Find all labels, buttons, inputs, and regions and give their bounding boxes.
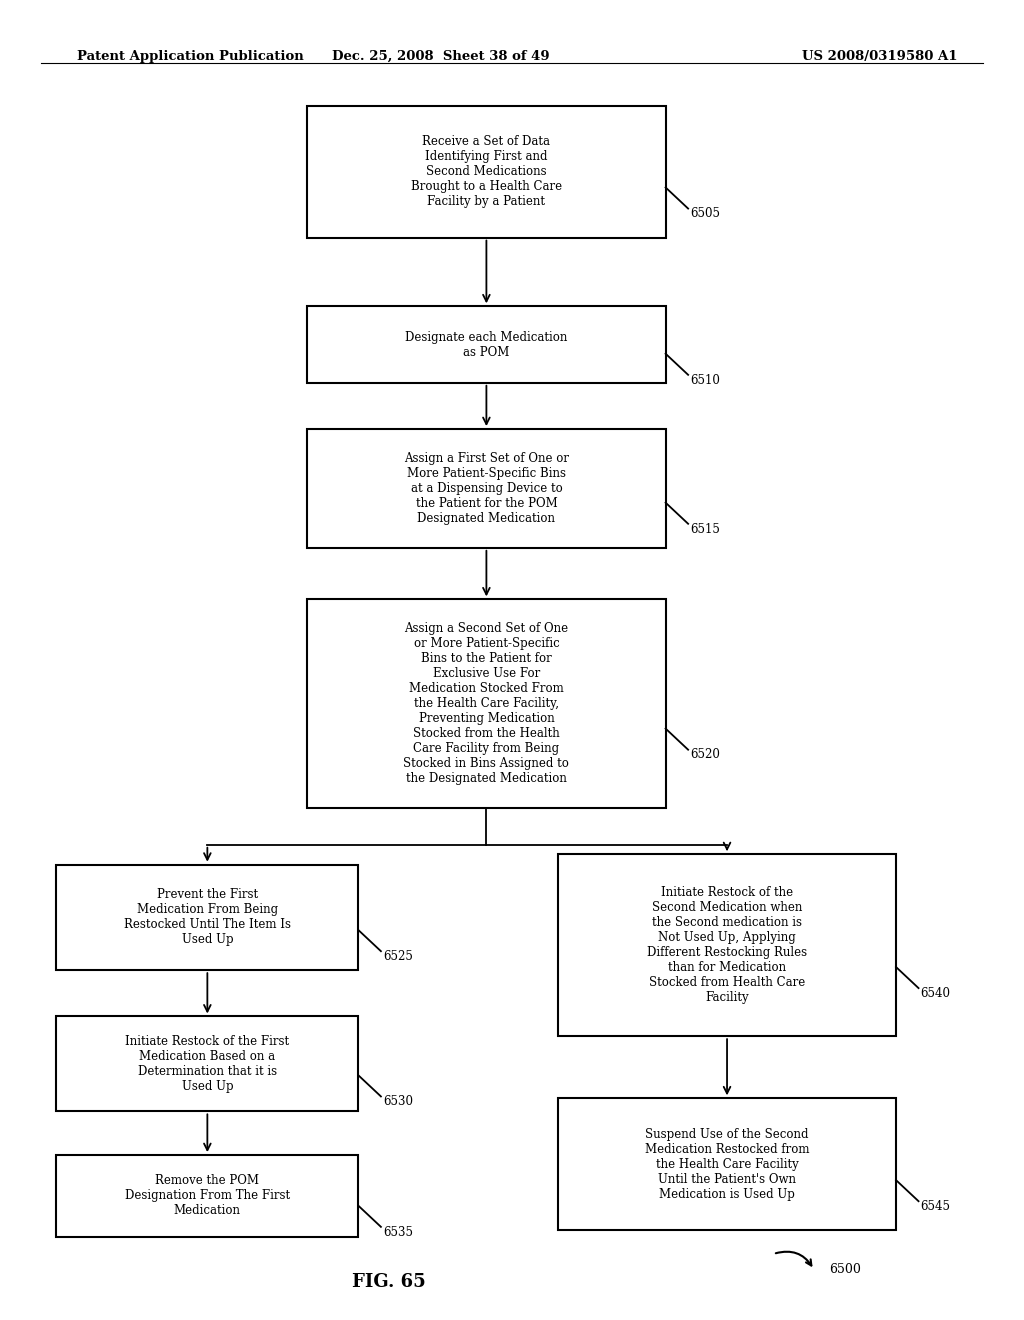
Text: Patent Application Publication: Patent Application Publication	[77, 50, 303, 63]
Text: 6515: 6515	[690, 523, 720, 536]
Text: Receive a Set of Data
Identifying First and
Second Medications
Brought to a Heal: Receive a Set of Data Identifying First …	[411, 135, 562, 209]
Text: 6530: 6530	[383, 1096, 413, 1109]
Text: Prevent the First
Medication From Being
Restocked Until The Item Is
Used Up: Prevent the First Medication From Being …	[124, 888, 291, 946]
Bar	[307, 599, 666, 808]
Text: Suspend Use of the Second
Medication Restocked from
the Health Care Facility
Unt: Suspend Use of the Second Medication Res…	[645, 1127, 809, 1201]
Text: US 2008/0319580 A1: US 2008/0319580 A1	[802, 50, 957, 63]
Bar	[56, 1155, 358, 1237]
Text: FIG. 65: FIG. 65	[352, 1272, 426, 1291]
Bar	[307, 106, 666, 238]
Text: 6510: 6510	[690, 374, 720, 387]
Bar	[558, 1098, 896, 1230]
Text: Remove the POM
Designation From The First
Medication: Remove the POM Designation From The Firs…	[125, 1175, 290, 1217]
Text: Initiate Restock of the
Second Medication when
the Second medication is
Not Used: Initiate Restock of the Second Medicatio…	[647, 886, 807, 1005]
Text: Designate each Medication
as POM: Designate each Medication as POM	[406, 330, 567, 359]
Text: 6535: 6535	[383, 1226, 413, 1238]
Text: 6540: 6540	[921, 987, 950, 999]
Bar	[307, 429, 666, 548]
Text: 6505: 6505	[690, 207, 720, 220]
Text: 6525: 6525	[383, 950, 413, 964]
Text: Dec. 25, 2008  Sheet 38 of 49: Dec. 25, 2008 Sheet 38 of 49	[332, 50, 549, 63]
Text: Assign a First Set of One or
More Patient-Specific Bins
at a Dispensing Device t: Assign a First Set of One or More Patien…	[403, 451, 569, 525]
Text: Initiate Restock of the First
Medication Based on a
Determination that it is
Use: Initiate Restock of the First Medication…	[125, 1035, 290, 1093]
Text: 6545: 6545	[921, 1200, 950, 1213]
Bar	[558, 854, 896, 1036]
Bar	[56, 1016, 358, 1111]
Bar	[307, 306, 666, 383]
Bar	[56, 865, 358, 970]
Text: Assign a Second Set of One
or More Patient-Specific
Bins to the Patient for
Excl: Assign a Second Set of One or More Patie…	[403, 622, 569, 785]
Text: 6520: 6520	[690, 748, 720, 762]
Text: 6500: 6500	[829, 1263, 861, 1276]
